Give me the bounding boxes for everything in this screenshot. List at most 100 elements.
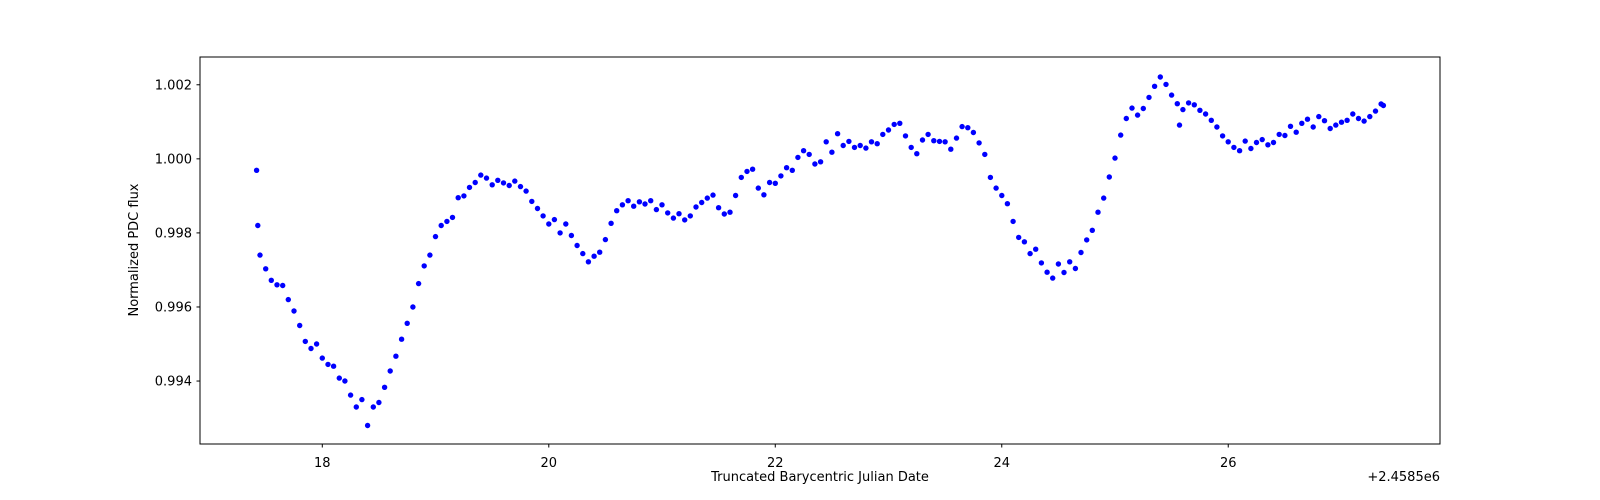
- data-point: [608, 220, 614, 226]
- data-point: [359, 396, 365, 403]
- data-point: [902, 133, 909, 139]
- data-point: [1140, 105, 1147, 112]
- x-tick-label: 20: [541, 456, 558, 471]
- data-point: [1380, 102, 1387, 109]
- data-point: [1163, 81, 1169, 88]
- data-point: [376, 399, 382, 406]
- data-point: [1304, 116, 1311, 122]
- data-point: [1157, 74, 1164, 80]
- data-point: [1270, 139, 1277, 146]
- data-point: [976, 140, 982, 146]
- data-point: [421, 263, 427, 269]
- data-point: [325, 361, 331, 368]
- data-point: [642, 201, 648, 207]
- data-point: [812, 161, 818, 167]
- data-point: [670, 215, 677, 221]
- data-point: [817, 159, 824, 165]
- data-point: [580, 250, 586, 257]
- data-point: [1095, 209, 1101, 215]
- data-point: [1072, 265, 1079, 272]
- data-point: [313, 341, 320, 347]
- data-point: [1027, 250, 1033, 257]
- data-point: [1350, 111, 1356, 117]
- data-point: [1176, 122, 1183, 128]
- data-point: [449, 214, 456, 221]
- data-point: [263, 266, 269, 272]
- data-point: [574, 242, 580, 249]
- data-point: [982, 151, 988, 158]
- data-point: [1236, 148, 1243, 154]
- data-point: [1180, 106, 1186, 113]
- data-point: [404, 320, 410, 326]
- data-point: [274, 282, 280, 288]
- data-point: [1021, 239, 1028, 245]
- data-point: [631, 203, 637, 209]
- data-point: [336, 375, 342, 381]
- data-point: [885, 127, 892, 133]
- data-point: [846, 138, 852, 145]
- data-point: [659, 202, 665, 208]
- data-point: [540, 213, 546, 219]
- data-point: [829, 149, 835, 155]
- data-point: [851, 144, 858, 151]
- data-point: [1089, 227, 1096, 233]
- data-point: [1355, 115, 1362, 122]
- data-point: [1225, 139, 1231, 145]
- scatter-points: [253, 74, 1387, 429]
- data-point: [1168, 92, 1175, 98]
- data-point: [891, 121, 897, 128]
- data-point: [342, 378, 348, 384]
- data-point: [1134, 112, 1141, 118]
- data-point: [965, 125, 971, 131]
- data-point: [319, 355, 325, 361]
- data-point: [1101, 195, 1107, 201]
- y-axis-ticks: [196, 84, 200, 382]
- data-point: [280, 282, 286, 289]
- data-point: [1129, 105, 1135, 111]
- data-point: [546, 221, 552, 227]
- data-point: [466, 184, 473, 191]
- data-point: [614, 208, 620, 214]
- data-point: [653, 206, 660, 213]
- data-point: [648, 198, 654, 204]
- data-point: [1367, 113, 1373, 120]
- data-point: [1084, 237, 1090, 243]
- data-point: [568, 232, 575, 239]
- data-point: [551, 216, 558, 223]
- data-point: [393, 353, 399, 359]
- data-point: [715, 205, 722, 211]
- data-point: [427, 252, 433, 258]
- data-point: [255, 222, 261, 229]
- data-point: [1174, 101, 1181, 107]
- data-point: [1033, 246, 1039, 252]
- data-point: [512, 178, 518, 184]
- data-point: [953, 135, 960, 141]
- x-tick-label: 24: [993, 456, 1010, 471]
- data-point: [1344, 117, 1350, 124]
- data-point: [444, 218, 450, 225]
- data-point: [432, 233, 439, 240]
- data-point: [1078, 249, 1084, 256]
- data-point: [704, 195, 710, 201]
- y-tick-label: 0.994: [155, 375, 192, 390]
- data-point: [517, 183, 524, 190]
- data-point: [1044, 269, 1050, 275]
- data-point: [478, 172, 484, 178]
- data-point: [693, 204, 699, 210]
- data-point: [330, 363, 337, 369]
- data-point: [302, 338, 308, 345]
- data-point: [914, 151, 920, 157]
- data-point: [291, 308, 297, 314]
- data-point: [744, 168, 750, 175]
- data-point: [625, 198, 631, 204]
- x-axis-label: Truncated Barycentric Julian Date: [710, 470, 929, 485]
- data-point: [364, 422, 371, 429]
- data-point: [1259, 136, 1265, 143]
- data-point: [268, 277, 274, 283]
- data-point: [959, 123, 965, 130]
- data-point: [1287, 123, 1294, 129]
- data-point: [534, 205, 541, 212]
- data-point: [483, 175, 490, 181]
- x-tick-label: 22: [767, 456, 784, 471]
